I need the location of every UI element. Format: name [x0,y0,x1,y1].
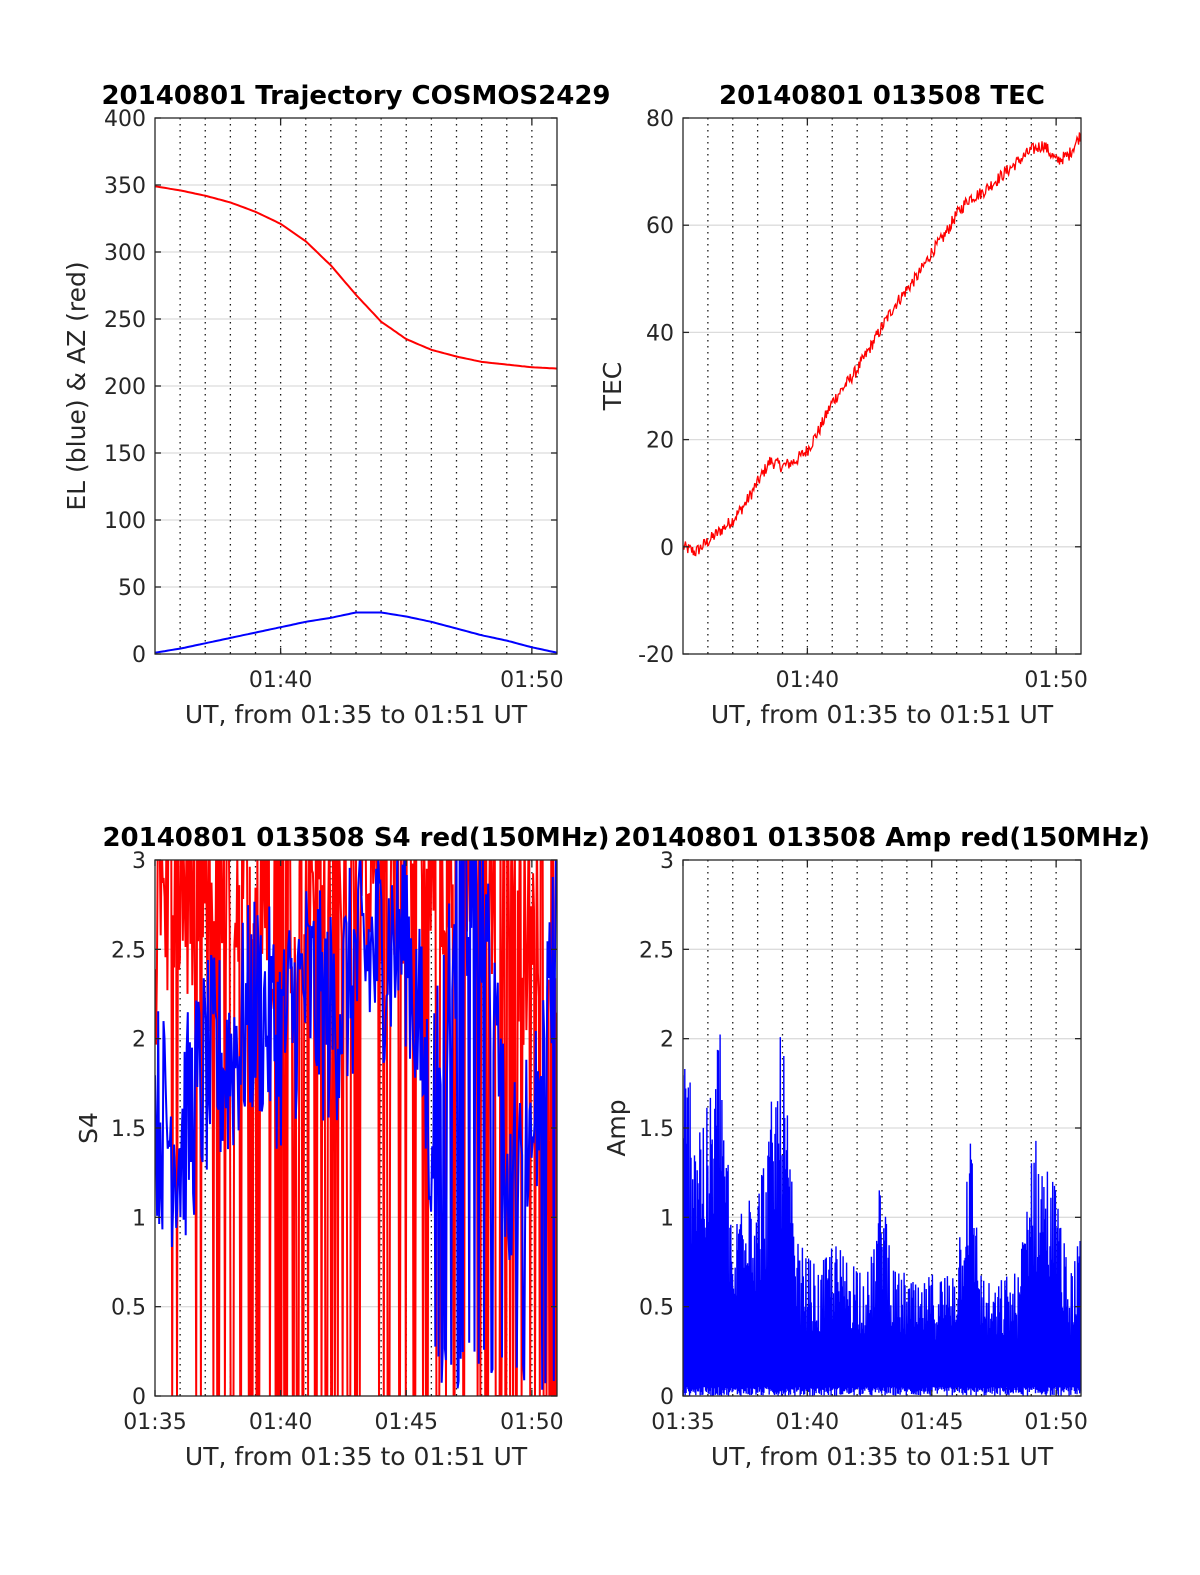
series-line [683,1034,1081,1396]
y-axis-label: TEC [598,362,627,412]
x-tick-label: 01:35 [651,1410,714,1435]
x-tick-label: 01:45 [900,1410,963,1435]
y-tick-label: 350 [104,174,146,199]
plot-area [155,185,557,654]
y-axis-label: S4 [74,1112,103,1144]
chart-title: 20140801 013508 S4 red(150MHz) [102,823,609,853]
x-tick-label: 01:50 [500,1410,563,1435]
chart-amp: 0 0.5 1 1.5 2 2.5 3 01:35 01:40 01:45 01:50 2014080… [602,823,1150,1471]
x-tick-label: 01:35 [123,1410,186,1435]
y-tick-label: 40 [646,321,674,346]
axes-frame [682,117,1082,655]
x-tick-label: 01:40 [776,1410,839,1435]
y-tick-label: 1.5 [639,1117,674,1142]
chart-title: 20140801 013508 Amp red(150MHz) [614,823,1150,853]
y-tick-label: 0.5 [639,1296,674,1321]
y-tick-label: 0 [132,643,146,668]
chart-title: 20140801 013508 TEC [719,81,1045,111]
y-tick-label: 20 [646,429,674,454]
y-tick-label: -20 [638,643,674,668]
y-tick-label: 250 [104,308,146,333]
y-tick-label: 400 [104,107,146,132]
chart-title: 20140801 Trajectory COSMOS2429 [101,81,610,111]
y-tick-label: 3 [660,849,674,874]
x-axis-label: UT, from 01:35 to 01:51 UT [185,700,528,729]
x-axis-label: UT, from 01:35 to 01:51 UT [711,1442,1054,1471]
plot-area [683,132,1081,557]
x-axis-label: UT, from 01:35 to 01:51 UT [185,1442,528,1471]
x-tick-label: 01:50 [1024,1410,1087,1435]
y-tick-label: 0 [660,536,674,561]
y-tick-label: 2 [132,1028,146,1053]
y-tick-label: 300 [104,241,146,266]
y-tick-label: 150 [104,442,146,467]
y-tick-label: 0 [660,1385,674,1410]
chart-s4: 0 0.5 1 1.5 2 2.5 3 01:35 01:40 01:45 01:50 2014080… [74,823,610,1471]
y-tick-label: 0.5 [111,1296,146,1321]
series-line [683,132,1081,557]
y-tick-label: 50 [118,576,146,601]
x-tick-label: 01:50 [500,668,563,693]
y-tick-label: 80 [646,107,674,132]
y-tick-label: 2.5 [639,938,674,963]
plot-area [683,1034,1081,1396]
y-tick-label: 3 [132,849,146,874]
y-tick-label: 2.5 [111,938,146,963]
series-line [155,611,557,654]
y-tick-label: 2 [660,1028,674,1053]
y-tick-label: 1 [132,1206,146,1231]
y-tick-label: 200 [104,375,146,400]
plot-area [155,860,557,1396]
y-tick-label: 0 [132,1385,146,1410]
chart-trajectory: 0 50 100 150 200 250 300 350 400 01:40 01:50 201408… [62,81,611,729]
chart-tec: -20 0 20 40 60 80 01:40 01:50 20140801 013508 TE… [598,81,1088,729]
x-tick-label: 01:40 [249,668,312,693]
y-tick-label: 1 [660,1206,674,1231]
x-tick-label: 01:45 [375,1410,438,1435]
y-axis-label: Amp [602,1099,631,1156]
y-tick-label: 100 [104,509,146,534]
y-tick-label: 1.5 [111,1117,146,1142]
series-line [155,860,557,1390]
y-tick-label: 60 [646,214,674,239]
y-axis-label: EL (blue) & AZ (red) [62,261,91,510]
x-axis-label: UT, from 01:35 to 01:51 UT [711,700,1054,729]
x-tick-label: 01:50 [1024,668,1087,693]
series-line [155,860,557,1396]
series-line [155,185,557,370]
x-tick-label: 01:40 [776,668,839,693]
x-tick-label: 01:40 [249,1410,312,1435]
